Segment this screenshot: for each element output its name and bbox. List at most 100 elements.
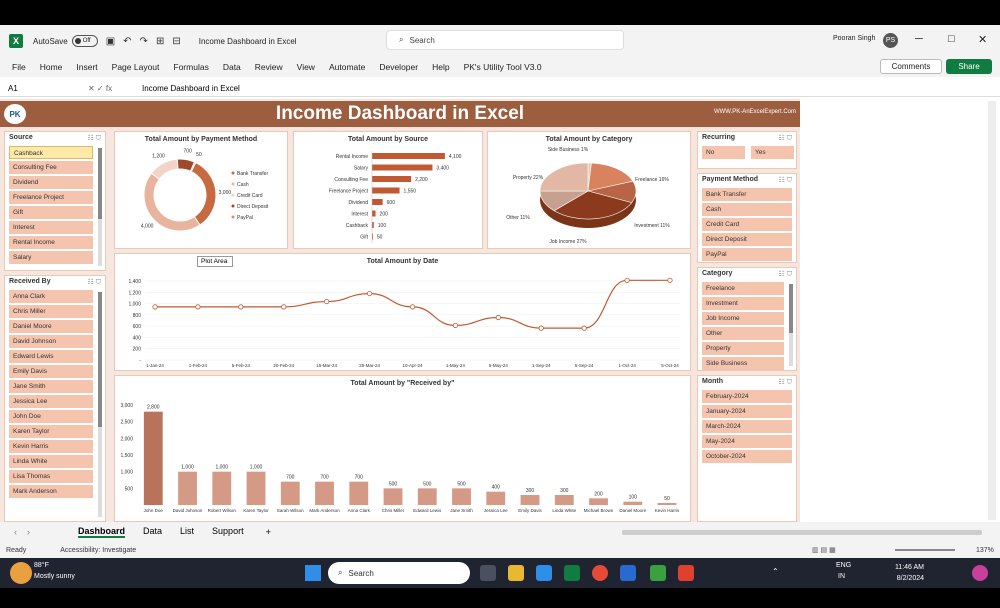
bar[interactable] <box>486 491 506 505</box>
slicer-item[interactable]: Interest <box>9 221 93 234</box>
ribbon-tab-data[interactable]: Data <box>222 62 241 72</box>
slicer-item[interactable]: Linda White <box>9 455 93 468</box>
donut-slice[interactable] <box>143 172 201 232</box>
data-point[interactable] <box>452 322 459 329</box>
pie-slice[interactable] <box>587 162 634 192</box>
data-point[interactable] <box>538 325 544 331</box>
windows-start-icon[interactable] <box>305 565 321 581</box>
slicer-item[interactable]: Side Business <box>702 357 784 370</box>
bar[interactable] <box>372 199 383 205</box>
filter-icon[interactable]: ☷ ⛉ <box>778 177 792 184</box>
ribbon-tab-developer[interactable]: Developer <box>379 62 419 72</box>
bar[interactable] <box>315 481 334 505</box>
sheet-tab-data[interactable]: Data <box>143 526 163 536</box>
name-box[interactable]: A1 <box>8 84 18 93</box>
store-icon[interactable] <box>536 565 552 581</box>
data-point[interactable] <box>409 304 416 310</box>
table-icon[interactable]: ⊞ <box>155 35 165 47</box>
data-point[interactable] <box>624 277 630 283</box>
slicer-item[interactable]: John Doe <box>9 410 93 423</box>
copilot-icon[interactable] <box>972 565 988 581</box>
save-icon[interactable]: ▣ <box>105 35 116 47</box>
slicer-scrollbar[interactable] <box>98 292 102 517</box>
ribbon-tab-view[interactable]: View <box>296 62 315 72</box>
slicer-item[interactable]: PayPal <box>702 248 792 261</box>
slicer-item[interactable]: Mark Anderson <box>9 485 93 498</box>
ribbon-tab-pk-s-utility-tool-v3-0[interactable]: PK's Utility Tool V3.0 <box>463 62 542 72</box>
bar[interactable] <box>212 471 232 505</box>
next-sheet-icon[interactable]: › <box>27 527 30 537</box>
bar[interactable] <box>372 187 400 194</box>
sheet-tab-support[interactable]: Support <box>212 526 244 536</box>
region-code[interactable]: IN <box>838 573 845 580</box>
ribbon-tab-insert[interactable]: Insert <box>76 62 98 72</box>
slicer-scrollbar[interactable] <box>789 284 793 366</box>
data-point[interactable] <box>195 304 201 310</box>
slicer-item[interactable]: Investment <box>702 297 784 310</box>
slicer-item[interactable]: Jane Smith <box>9 380 93 393</box>
accessibility-status[interactable]: Accessibility: Investigate <box>60 546 137 554</box>
slicer-item[interactable]: Gift <box>9 206 93 219</box>
slicer-item[interactable]: October-2024 <box>702 450 792 463</box>
document-title[interactable]: Income Dashboard in Excel <box>198 36 297 46</box>
slicer-item[interactable]: Consulting Fee <box>9 161 93 174</box>
slicer-item[interactable]: May-2024 <box>702 435 792 448</box>
function-icon[interactable]: ✕ ✓ fx <box>88 84 113 93</box>
slicer-item[interactable]: Bank Transfer <box>702 188 792 201</box>
slicer-item[interactable]: Property <box>702 342 784 355</box>
data-point[interactable] <box>281 304 287 310</box>
pie-slice[interactable] <box>553 190 633 220</box>
file-explorer-icon[interactable] <box>508 565 524 581</box>
ribbon-tab-automate[interactable]: Automate <box>328 62 366 72</box>
bar[interactable] <box>372 233 373 240</box>
weather-icon[interactable] <box>10 562 32 584</box>
camtasia-icon[interactable] <box>650 565 666 581</box>
undo-icon[interactable]: ↶ <box>123 35 132 47</box>
slicer-item[interactable]: January-2024 <box>702 405 792 418</box>
sheet-tab-list[interactable]: List <box>180 526 195 536</box>
chrome-icon[interactable] <box>592 565 608 581</box>
slicer-item[interactable]: Jessica Lee <box>9 395 93 408</box>
bar[interactable] <box>372 176 412 182</box>
data-point[interactable] <box>667 277 673 283</box>
bar[interactable] <box>589 498 608 505</box>
bar[interactable] <box>554 495 574 505</box>
close-icon[interactable]: ✕ <box>978 34 988 46</box>
bar[interactable] <box>246 471 266 505</box>
avatar[interactable]: PS <box>883 33 898 48</box>
slicer-item[interactable]: Freelance <box>702 282 784 295</box>
bar[interactable] <box>349 481 369 505</box>
autosave-toggle[interactable]: Off <box>71 35 98 47</box>
redo-icon[interactable]: ↷ <box>139 35 148 47</box>
donut-slice[interactable] <box>150 158 179 180</box>
slicer-item[interactable]: Yes <box>751 146 794 159</box>
filter-icon[interactable]: ☷ ⛉ <box>778 135 792 142</box>
vertical-scrollbar[interactable] <box>988 101 996 520</box>
data-point[interactable] <box>495 314 501 321</box>
slicer-item[interactable]: Cash <box>702 203 792 216</box>
filter-icon[interactable]: ☷ ⛉ <box>87 279 101 286</box>
language-code[interactable]: ENG <box>836 562 852 569</box>
filter-icon[interactable]: ☷ ⛉ <box>87 135 101 142</box>
data-point[interactable] <box>238 304 244 310</box>
view-icons[interactable]: ▥ ▤ ▦ <box>812 547 836 554</box>
slicer-item[interactable]: March-2024 <box>702 420 792 433</box>
format-icon[interactable]: ⊟ <box>172 35 181 47</box>
slicer-item[interactable]: Emily Davis <box>9 365 93 378</box>
share-button[interactable]: Share <box>946 59 992 74</box>
slicer-item[interactable]: Chris Miller <box>9 305 93 318</box>
zoom-level[interactable]: 137% <box>976 546 994 554</box>
slicer-item[interactable]: Job Income <box>702 312 784 325</box>
slicer-item[interactable]: Karen Taylor <box>9 425 93 438</box>
slicer-item[interactable]: Direct Deposit <box>702 233 792 246</box>
data-point[interactable] <box>324 298 330 305</box>
bar[interactable] <box>657 503 677 505</box>
bar[interactable] <box>372 210 376 217</box>
filter-icon[interactable]: ☷ ⛉ <box>778 379 792 386</box>
ribbon-tab-home[interactable]: Home <box>39 62 63 72</box>
outlook-icon[interactable] <box>620 565 636 581</box>
series-line[interactable] <box>155 279 670 329</box>
bar[interactable] <box>178 471 197 505</box>
bar[interactable] <box>520 495 540 505</box>
slicer-item[interactable]: Rental Income <box>9 236 93 249</box>
